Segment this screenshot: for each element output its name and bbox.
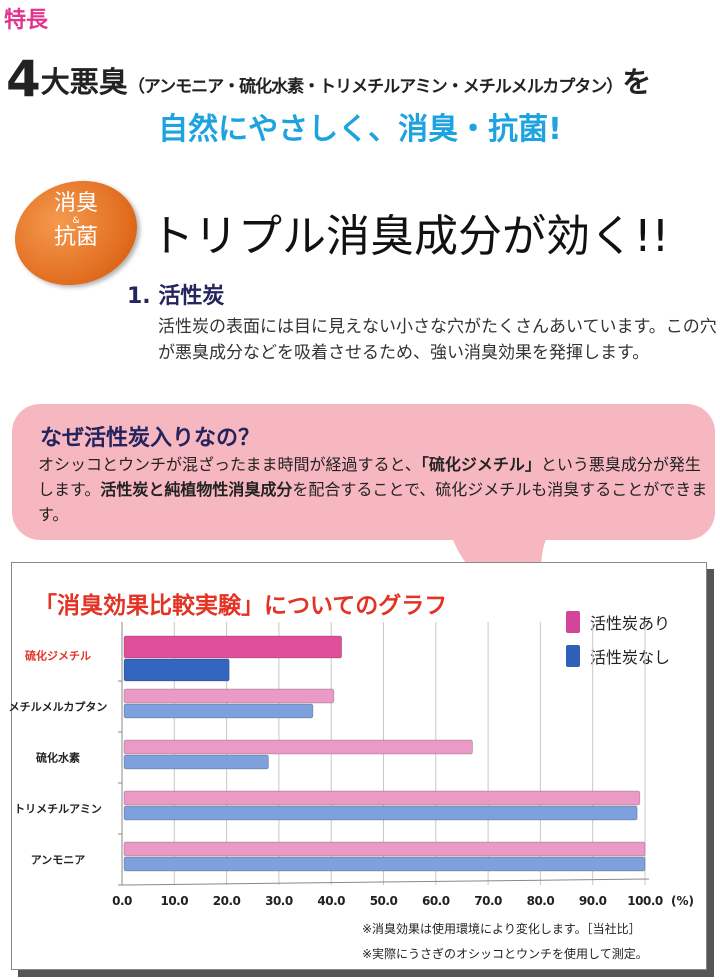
badge: 消臭 & 抗菌	[14, 192, 138, 250]
x-tick-label: 50.0	[370, 894, 398, 908]
feature-label: 特長	[4, 8, 49, 33]
section-title: トリプル消臭成分が効く!!	[150, 211, 670, 262]
bubble-text-b: 「硫化ジメチル」	[420, 455, 541, 474]
speech-bubble	[12, 404, 715, 540]
bar-without	[123, 805, 638, 821]
note-2: ※実際にうさぎのオシッコとウンチを使用して測定。	[362, 947, 648, 961]
x-tick-label: 100.0	[627, 894, 663, 908]
bar-without	[123, 658, 230, 682]
legend-label-without: 活性炭なし	[590, 648, 671, 667]
badge-line2: 抗菌	[53, 225, 98, 250]
x-axis	[121, 878, 650, 886]
legend-item-with: 活性炭あり	[566, 610, 670, 634]
bubble-text-a: オシッコとウンチが混ざったまま時間が経過すると、	[38, 455, 421, 474]
legend-swatch-without	[566, 645, 580, 667]
legend-label-with: 活性炭あり	[590, 614, 671, 633]
bubble-text-e: を配合することで、硫化ジメチルも消臭することができます。	[38, 480, 708, 524]
bar-without	[123, 856, 646, 872]
bar-without	[123, 703, 314, 719]
x-tick-label: 40.0	[317, 894, 345, 908]
category-label: メチルメルカプタン	[9, 700, 108, 714]
headline-number: 4	[6, 50, 41, 108]
note-1: ※消臭効果は使用環境により変化します。［当社比］	[362, 922, 641, 936]
x-tick-label: 90.0	[579, 894, 607, 908]
item-text: 活性炭の表面には目に見えない小さな穴がたくさんあいています。この穴が悪臭成分など…	[158, 317, 717, 363]
headline-suffix: を	[622, 65, 652, 99]
category-label: アンモニア	[31, 854, 86, 867]
x-tick-label: 20.0	[213, 894, 241, 908]
x-tick-label: 60.0	[422, 894, 450, 908]
headline-paren: （アンモニア・硫化水素・トリメチルアミン・メチルメルカプタン）	[127, 77, 623, 97]
x-tick-label: 10.0	[160, 894, 188, 908]
headline-main: 大悪臭	[40, 65, 128, 99]
category-label: 硫化ジメチル	[25, 649, 91, 663]
bubble-text: オシッコとウンチが混ざったまま時間が経過すると、「硫化ジメチル」という悪臭成分が…	[38, 452, 708, 527]
headline: 4大悪臭（アンモニア・硫化水素・トリメチルアミン・メチルメルカプタン）を	[6, 50, 651, 108]
x-tick-label: 80.0	[527, 894, 555, 908]
bar-with	[123, 841, 646, 857]
bar-without	[123, 754, 269, 770]
legend-swatch-with	[566, 611, 580, 633]
bubble-text-d: 活性炭と純植物性消臭成分	[100, 480, 293, 499]
category-label: トリメチルアミン	[14, 803, 102, 816]
bar-with	[123, 688, 335, 704]
chart-title: 「消臭効果比較実験」についてのグラフ	[34, 593, 448, 619]
x-tick-label: 0.0	[112, 894, 132, 908]
bubble-title: なぜ活性炭入りなの？	[40, 426, 261, 451]
category-label: 硫化水素	[36, 751, 80, 765]
legend-item-without: 活性炭なし	[566, 644, 670, 668]
item-title: 1. 活性炭	[127, 284, 225, 309]
tagline: 自然にやさしく、消臭・抗菌!	[158, 112, 562, 147]
badge-line1: 消臭	[53, 191, 98, 216]
bar-with	[123, 635, 343, 659]
x-tick-label: 30.0	[265, 894, 293, 908]
bar-with	[123, 790, 641, 806]
x-tick-label: 70.0	[474, 894, 502, 908]
x-unit-label: (%)	[671, 894, 694, 908]
bar-with	[123, 739, 473, 755]
bubble-text-c: という悪臭成分が発生します。	[38, 455, 701, 499]
badge-amp: &	[72, 216, 80, 226]
